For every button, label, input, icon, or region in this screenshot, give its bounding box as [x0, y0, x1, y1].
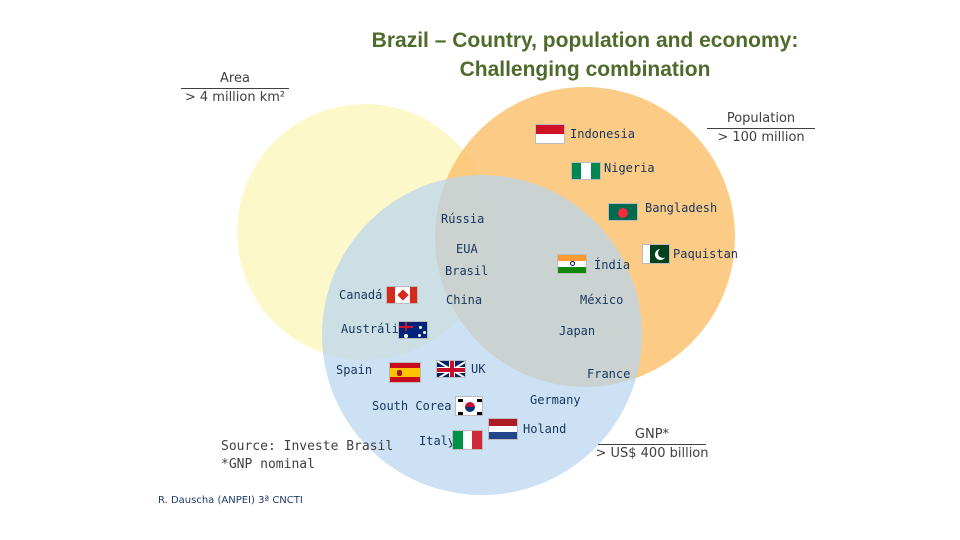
country-germany: Germany — [530, 393, 581, 407]
country-eua: EUA — [456, 242, 478, 256]
country-nigeria: Nigeria — [604, 161, 655, 175]
title-line-1: Brazil – Country, population and economy… — [371, 29, 799, 52]
population-threshold: > 100 million — [717, 130, 805, 145]
source-line: Source: Investe Brasil — [221, 439, 394, 454]
gnp-footnote: *GNP nominal — [221, 457, 315, 472]
country-holland: Holand — [523, 422, 567, 436]
gnp-set-label: GNP* > US$ 400 billion — [583, 426, 721, 462]
country-france: France — [587, 367, 631, 381]
country-indonesia: Indonesia — [570, 127, 636, 141]
area-threshold: > 4 million km² — [184, 90, 286, 105]
holland-flag-icon — [488, 418, 518, 440]
gnp-threshold: > US$ 400 billion — [595, 446, 709, 461]
author-credit: R. Dauscha (ANPEI) 3ª CNCTI — [158, 495, 303, 506]
italy-flag-icon — [452, 430, 483, 450]
country-bangladesh: Bangladesh — [645, 201, 718, 215]
gnp-label: GNP* — [634, 427, 670, 442]
country-uk: UK — [471, 362, 486, 376]
spain-flag-icon — [389, 362, 421, 383]
australia-flag-icon — [398, 321, 428, 339]
country-russia: Rússia — [441, 212, 485, 226]
nigeria-flag-icon — [571, 162, 601, 180]
gnp-rule — [598, 444, 706, 445]
chart-title: Brazil – Country, population and economy… — [340, 26, 830, 84]
uk-flag-icon — [436, 360, 466, 378]
country-japan: Japan — [559, 324, 596, 338]
source-note: Source: Investe Brasil *GNP nominal — [221, 438, 393, 474]
population-label: Population — [726, 111, 796, 126]
population-rule — [707, 128, 815, 129]
country-brasil: Brasil — [445, 264, 489, 278]
area-label: Area — [220, 71, 250, 86]
population-set-label: Population > 100 million — [700, 110, 822, 146]
india-flag-icon — [557, 254, 587, 274]
country-spain: Spain — [336, 363, 373, 377]
country-pakistan: Paquistan — [673, 247, 739, 261]
area-rule — [181, 88, 289, 89]
south-korea-flag-icon — [455, 396, 483, 416]
country-australia: Austrália — [341, 322, 407, 336]
canada-flag-icon — [386, 286, 418, 304]
indonesia-flag-icon — [535, 124, 565, 144]
title-line-2: Challenging combination — [459, 58, 711, 81]
country-china: China — [446, 293, 483, 307]
pakistan-flag-icon — [642, 244, 670, 264]
country-mexico: México — [580, 293, 624, 307]
country-italy: Italy — [419, 434, 456, 448]
country-south-korea: South Corea — [372, 399, 452, 413]
country-india: Índia — [594, 258, 631, 272]
bangladesh-flag-icon — [608, 203, 638, 221]
area-set-label: Area > 4 million km² — [174, 70, 296, 106]
country-canada: Canadá — [339, 288, 383, 302]
